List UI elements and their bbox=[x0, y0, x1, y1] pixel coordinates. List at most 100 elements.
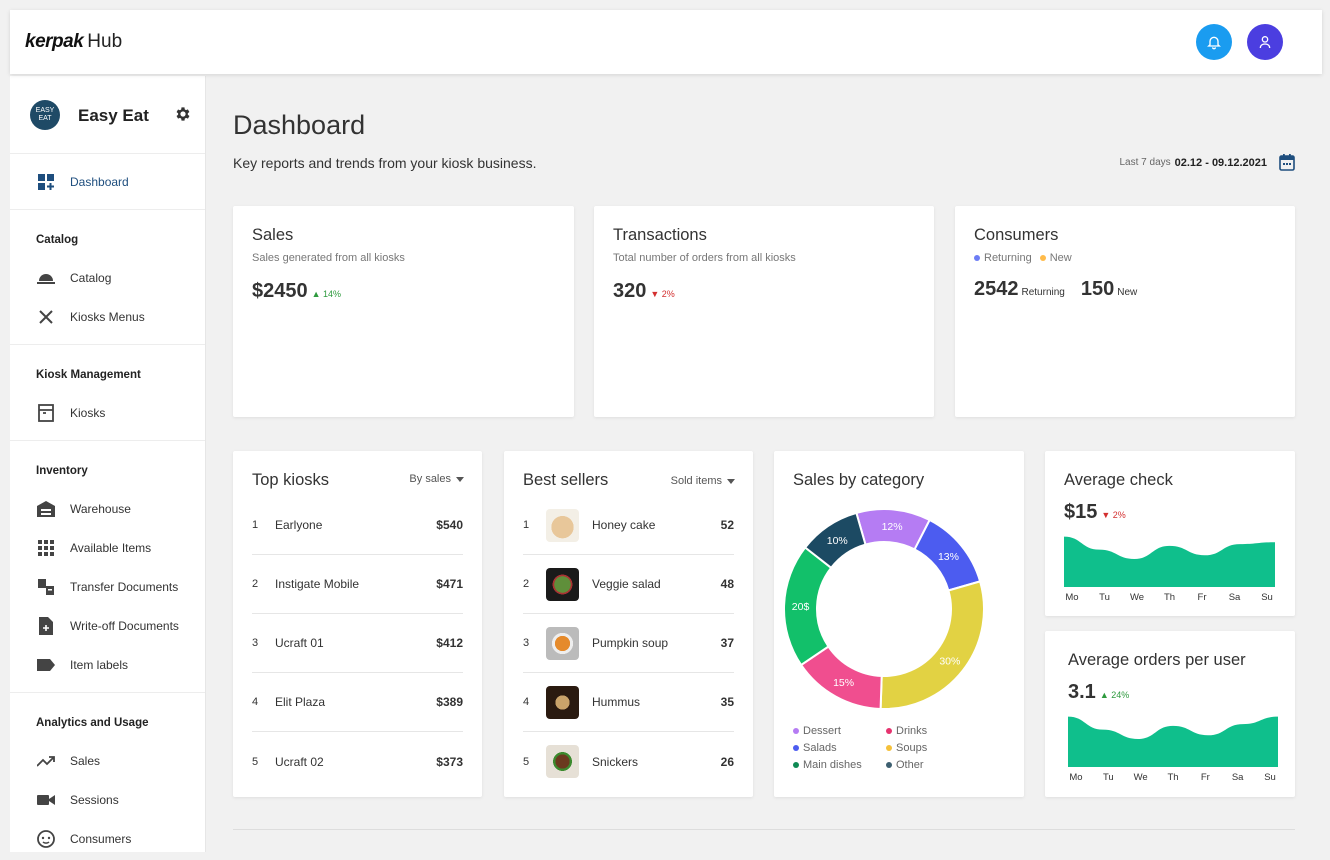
card-title: Sales bbox=[252, 226, 294, 244]
sidebar-item-transfer-documents[interactable]: Transfer Documents bbox=[10, 567, 205, 606]
dropdown-value: By sales bbox=[409, 473, 451, 485]
sidebar-item-catalog[interactable]: Catalog bbox=[10, 258, 205, 297]
transfer-icon bbox=[36, 577, 56, 597]
consumers-legend: Returning New bbox=[974, 252, 1072, 264]
trend-badge: ▼ 2% bbox=[1101, 510, 1126, 520]
top-kiosks-sort-dropdown[interactable]: By sales bbox=[409, 473, 464, 485]
top-kiosks-card: Top kiosks By sales 1 Earlyone $540 2 Insti… bbox=[233, 451, 482, 797]
slice-label: 13% bbox=[938, 551, 959, 563]
nav-section-main: Dashboard bbox=[10, 154, 205, 210]
product-image bbox=[546, 626, 579, 660]
list-item[interactable]: 2 Instigate Mobile $471 bbox=[252, 555, 463, 614]
x-tick-label: Su bbox=[1261, 592, 1273, 603]
product-name: Honey cake bbox=[592, 518, 656, 532]
sidebar-item-label: Transfer Documents bbox=[70, 579, 179, 594]
sidebar-item-sales[interactable]: Sales bbox=[10, 741, 205, 780]
dropdown-value: Sold items bbox=[670, 475, 722, 487]
slice-label: 12% bbox=[882, 521, 903, 533]
list-item[interactable]: 5 Ucraft 02 $373 bbox=[252, 732, 463, 791]
sidebar-item-available-items[interactable]: Available Items bbox=[10, 528, 205, 567]
rank: 2 bbox=[523, 578, 530, 590]
list-item[interactable]: 2 Veggie salad 48 bbox=[523, 555, 734, 614]
new-label: New bbox=[1117, 287, 1138, 298]
sales-by-category-donut-chart: 12% 13% 30% 15% 20$ 10% bbox=[783, 508, 985, 710]
trend-badge: ▲ 24% bbox=[1099, 690, 1130, 700]
caret-down-icon bbox=[727, 478, 735, 484]
list-item[interactable]: 4 Elit Plaza $389 bbox=[252, 673, 463, 732]
rank: 5 bbox=[252, 755, 259, 768]
list-item[interactable]: 1 Earlyone $540 bbox=[252, 496, 463, 555]
video-camera-icon bbox=[36, 790, 56, 810]
consumers-bar-chart: MoTuWeThFrSaSuSuSu bbox=[955, 206, 1295, 417]
card-subtitle: Sales generated from all kiosks bbox=[252, 252, 405, 264]
x-tick-label: Sa bbox=[1229, 592, 1241, 603]
average-check-card: Average check $15 ▼ 2% Mo Tu We Th Fr Sa Su bbox=[1045, 451, 1295, 616]
section-title-kiosk-management: Kiosk Management bbox=[36, 369, 141, 381]
sidebar-item-sessions[interactable]: Sessions bbox=[10, 780, 205, 819]
x-tick-label: Mo bbox=[1069, 772, 1082, 783]
kpi-value: $2450 bbox=[252, 280, 308, 302]
card-title: Top kiosks bbox=[252, 471, 330, 489]
sidebar-item-write-off-documents[interactable]: Write-off Documents bbox=[10, 606, 205, 645]
grid-icon bbox=[36, 538, 56, 558]
list-item[interactable]: 4 Hummus 35 bbox=[523, 673, 734, 732]
list-item[interactable]: 1 Honey cake 52 bbox=[523, 496, 734, 555]
best-sellers-sort-dropdown[interactable]: Sold items bbox=[671, 475, 735, 487]
area bbox=[1068, 716, 1278, 767]
nav-section-kiosk: Kiosk Management Kiosks bbox=[10, 345, 205, 441]
calendar-icon[interactable] bbox=[1279, 154, 1295, 171]
x-tick-label: Sa bbox=[1232, 772, 1244, 783]
kiosk-sales: $540 bbox=[436, 518, 463, 532]
card-title: Transactions bbox=[613, 226, 707, 244]
sidebar-item-kiosks[interactable]: Kiosks bbox=[10, 393, 205, 432]
card-title: Best sellers bbox=[523, 471, 609, 489]
user-profile-button[interactable] bbox=[1247, 24, 1283, 60]
date-range-picker[interactable]: Last 7 days 02.12 - 09.12.2021 bbox=[1119, 154, 1295, 171]
brand-name: kerpak bbox=[25, 31, 84, 52]
slice-label: 15% bbox=[833, 677, 854, 689]
product-image bbox=[546, 745, 579, 778]
rank: 3 bbox=[252, 637, 259, 649]
card-title: Consumers bbox=[974, 226, 1059, 244]
card-subtitle: Total number of orders from all kiosks bbox=[613, 252, 796, 264]
area bbox=[1064, 536, 1275, 587]
x-tick-label: Th bbox=[1164, 592, 1175, 603]
sold-count: 37 bbox=[720, 636, 734, 650]
sidebar-item-consumers[interactable]: Consumers bbox=[10, 819, 205, 858]
sidebar-item-label: Available Items bbox=[70, 540, 152, 555]
sidebar-item-kiosks-menus[interactable]: Kiosks Menus bbox=[10, 297, 205, 336]
sold-count: 26 bbox=[720, 754, 734, 769]
notifications-button[interactable] bbox=[1196, 24, 1232, 60]
sidebar-item-dashboard[interactable]: Dashboard bbox=[10, 162, 205, 201]
x-tick-label: Su bbox=[1264, 772, 1276, 783]
product-image bbox=[546, 567, 579, 601]
sidebar-item-label: Warehouse bbox=[70, 501, 131, 516]
legend-salads: Salads bbox=[793, 742, 886, 754]
page-subtitle: Key reports and trends from your kiosk b… bbox=[233, 155, 537, 171]
document-add-icon bbox=[36, 616, 56, 636]
list-item[interactable]: 5 Snickers 26 bbox=[523, 732, 734, 791]
app-logo[interactable]: kerpak Hub bbox=[25, 31, 122, 53]
gear-icon[interactable] bbox=[174, 105, 192, 123]
trending-up-icon bbox=[36, 751, 56, 771]
rank: 4 bbox=[523, 696, 530, 708]
legend-main-dishes: Main dishes bbox=[793, 759, 886, 771]
sidebar-item-warehouse[interactable]: Warehouse bbox=[10, 489, 205, 528]
x-tick-label: Fr bbox=[1198, 592, 1207, 603]
sidebar-item-label: Dashboard bbox=[70, 174, 129, 189]
cloche-icon bbox=[36, 268, 56, 288]
legend-drinks: Drinks bbox=[886, 725, 966, 737]
rank: 5 bbox=[523, 755, 530, 768]
kiosk-name: Earlyone bbox=[275, 518, 323, 532]
kiosk-sales: $412 bbox=[436, 636, 463, 650]
transactions-card: Transactions Total number of orders from… bbox=[594, 206, 934, 417]
store-avatar: EASY EAT bbox=[30, 100, 60, 130]
sidebar-item-item-labels[interactable]: Item labels bbox=[10, 645, 205, 684]
list-item[interactable]: 3 Ucraft 01 $412 bbox=[252, 614, 463, 673]
list-item[interactable]: 3 Pumpkin soup 37 bbox=[523, 614, 734, 673]
page-title: Dashboard bbox=[233, 110, 366, 140]
product-name: Pumpkin soup bbox=[592, 636, 669, 650]
date-range-value: 02.12 - 09.12.2021 bbox=[1174, 156, 1267, 169]
donut-slice-soups bbox=[879, 580, 985, 710]
x-tick-label: Th bbox=[1167, 772, 1178, 783]
